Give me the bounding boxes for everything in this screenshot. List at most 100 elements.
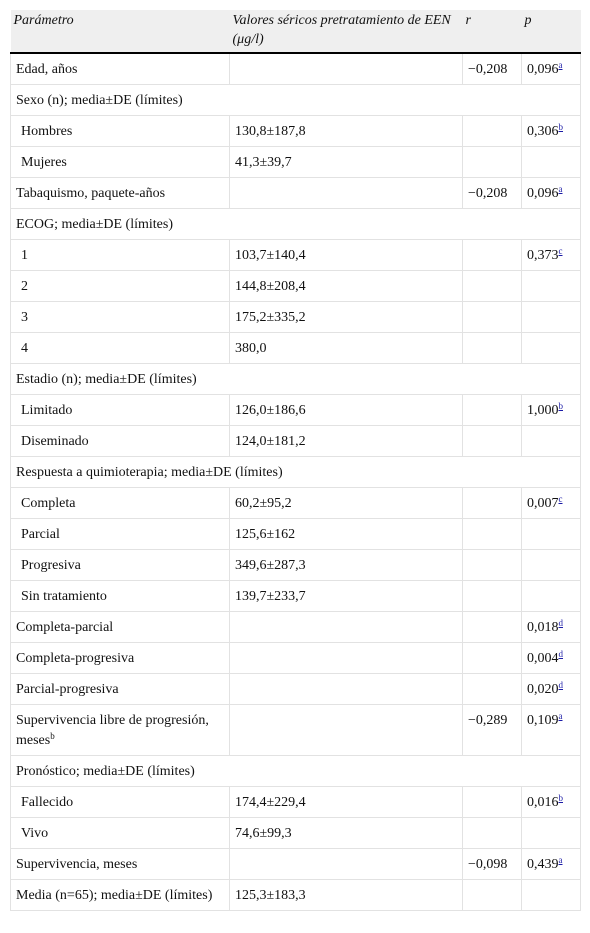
table-cell: 0,004d <box>521 642 581 674</box>
table-cell: 144,8±208,4 <box>229 270 463 302</box>
table-cell <box>462 425 522 457</box>
footnote-ref[interactable]: a <box>558 855 563 865</box>
table-cell: 74,6±99,3 <box>229 817 463 849</box>
table-cell: 0,096a <box>521 177 581 209</box>
footnote-ref[interactable]: c <box>558 494 563 504</box>
table-cell <box>462 879 522 911</box>
cell-text: 0,096 <box>527 186 559 201</box>
table-cell <box>229 177 463 209</box>
table-cell: Progresiva <box>10 549 230 581</box>
table-cell: 130,8±187,8 <box>229 115 463 147</box>
table-cell <box>521 332 581 364</box>
table-row: Completa-parcial 0,018d <box>10 611 581 643</box>
table-cell: 125,6±162 <box>229 518 463 550</box>
table-cell <box>462 580 522 612</box>
table-cell: 139,7±233,7 <box>229 580 463 612</box>
table-cell: 174,4±229,4 <box>229 786 463 818</box>
table-cell <box>521 879 581 911</box>
table-cell <box>229 611 463 643</box>
table-cell: 3 <box>10 301 230 333</box>
footnote-ref[interactable]: b <box>558 122 564 132</box>
table-row: Completa-progresiva 0,004d <box>10 642 581 674</box>
table-cell <box>229 52 463 85</box>
table-cell: 0,007c <box>521 487 581 519</box>
table-cell <box>462 394 522 426</box>
header-row: Parámetro Valores séricos pretratamiento … <box>10 10 581 54</box>
section-row: Pronóstico; media±DE (límites) <box>10 755 581 787</box>
footnote-ref[interactable]: c <box>558 246 563 256</box>
footnote-ref[interactable]: a <box>558 60 563 70</box>
table-cell: 125,3±183,3 <box>229 879 463 911</box>
table-cell: 0,373c <box>521 239 581 271</box>
table-cell: −0,208 <box>462 52 522 85</box>
table-row: 4 380,0 <box>10 332 581 364</box>
table-cell <box>462 487 522 519</box>
cell-text: 0,373 <box>527 248 559 263</box>
table-cell: 175,2±335,2 <box>229 301 463 333</box>
section-cell: Pronóstico; media±DE (límites) <box>10 755 581 787</box>
table-cell: 0,020d <box>521 673 581 705</box>
table-cell: Sin tratamiento <box>10 580 230 612</box>
footnote-ref[interactable]: d <box>558 680 564 690</box>
table-row: 3 175,2±335,2 <box>10 301 581 333</box>
footnote-ref[interactable]: b <box>558 793 564 803</box>
table-row: Fallecido 174,4±229,4 0,016b <box>10 786 581 818</box>
table-row: Vivo 74,6±99,3 <box>10 817 581 849</box>
table-cell <box>229 642 463 674</box>
table-cell: Parcial-progresiva <box>10 673 230 705</box>
cell-text: 0,016 <box>527 795 559 810</box>
table-row: Progresiva 349,6±287,3 <box>10 549 581 581</box>
table-cell <box>521 301 581 333</box>
section-row: Respuesta a quimioterapia; media±DE (lím… <box>10 456 581 488</box>
table-cell: 126,0±186,6 <box>229 394 463 426</box>
section-cell: ECOG; media±DE (límites) <box>10 208 581 240</box>
table-cell <box>462 518 522 550</box>
table-cell: 0,306b <box>521 115 581 147</box>
table-cell: Edad, años <box>10 52 230 85</box>
table-cell: 1 <box>10 239 230 271</box>
footnote-ref[interactable]: d <box>558 649 564 659</box>
table-cell <box>462 115 522 147</box>
table-cell <box>521 580 581 612</box>
table-row: 1 103,7±140,4 0,373c <box>10 239 581 271</box>
cell-text: 0,020 <box>527 682 559 697</box>
table-cell <box>462 786 522 818</box>
table-cell: Limitado <box>10 394 230 426</box>
table-cell <box>521 146 581 178</box>
table-row: Supervivencia, meses −0,098 0,439a <box>10 848 581 880</box>
table-row: Diseminado 124,0±181,2 <box>10 425 581 457</box>
footnote-ref[interactable]: b <box>558 401 564 411</box>
section-row: ECOG; media±DE (límites) <box>10 208 581 240</box>
cell-text: 0,018 <box>527 620 559 635</box>
cell-text: 1,000 <box>527 403 559 418</box>
cell-text: 0,007 <box>527 496 559 511</box>
table-cell: 0,096a <box>521 52 581 85</box>
table-cell: Tabaquismo, paquete-años <box>10 177 230 209</box>
footnote-ref[interactable]: a <box>558 711 563 721</box>
table-cell: 0,018d <box>521 611 581 643</box>
footnote-ref[interactable]: d <box>558 618 564 628</box>
table-cell <box>462 642 522 674</box>
table-cell <box>462 673 522 705</box>
table-cell: 60,2±95,2 <box>229 487 463 519</box>
table-cell: Supervivencia libre de progresión, meses… <box>10 704 230 756</box>
header-cell: Valores séricos pretratamiento de EEN (μ… <box>229 10 463 54</box>
table-row: Tabaquismo, paquete-años −0,208 0,096a <box>10 177 581 209</box>
table-cell: 1,000b <box>521 394 581 426</box>
table-row: Completa 60,2±95,2 0,007c <box>10 487 581 519</box>
footnote-ref[interactable]: a <box>558 184 563 194</box>
table-cell: Media (n=65); media±DE (límites) <box>10 879 230 911</box>
section-cell: Sexo (n); media±DE (límites) <box>10 84 581 116</box>
table-cell: 124,0±181,2 <box>229 425 463 457</box>
footnote-ref: b <box>50 731 55 741</box>
table-cell <box>521 549 581 581</box>
table-row: Supervivencia libre de progresión, meses… <box>10 704 581 756</box>
table-cell: 0,109a <box>521 704 581 756</box>
table-cell <box>462 239 522 271</box>
table-cell: Diseminado <box>10 425 230 457</box>
table-cell: Completa <box>10 487 230 519</box>
section-cell: Estadio (n); media±DE (límites) <box>10 363 581 395</box>
table-cell <box>521 425 581 457</box>
table-cell: Completa-progresiva <box>10 642 230 674</box>
